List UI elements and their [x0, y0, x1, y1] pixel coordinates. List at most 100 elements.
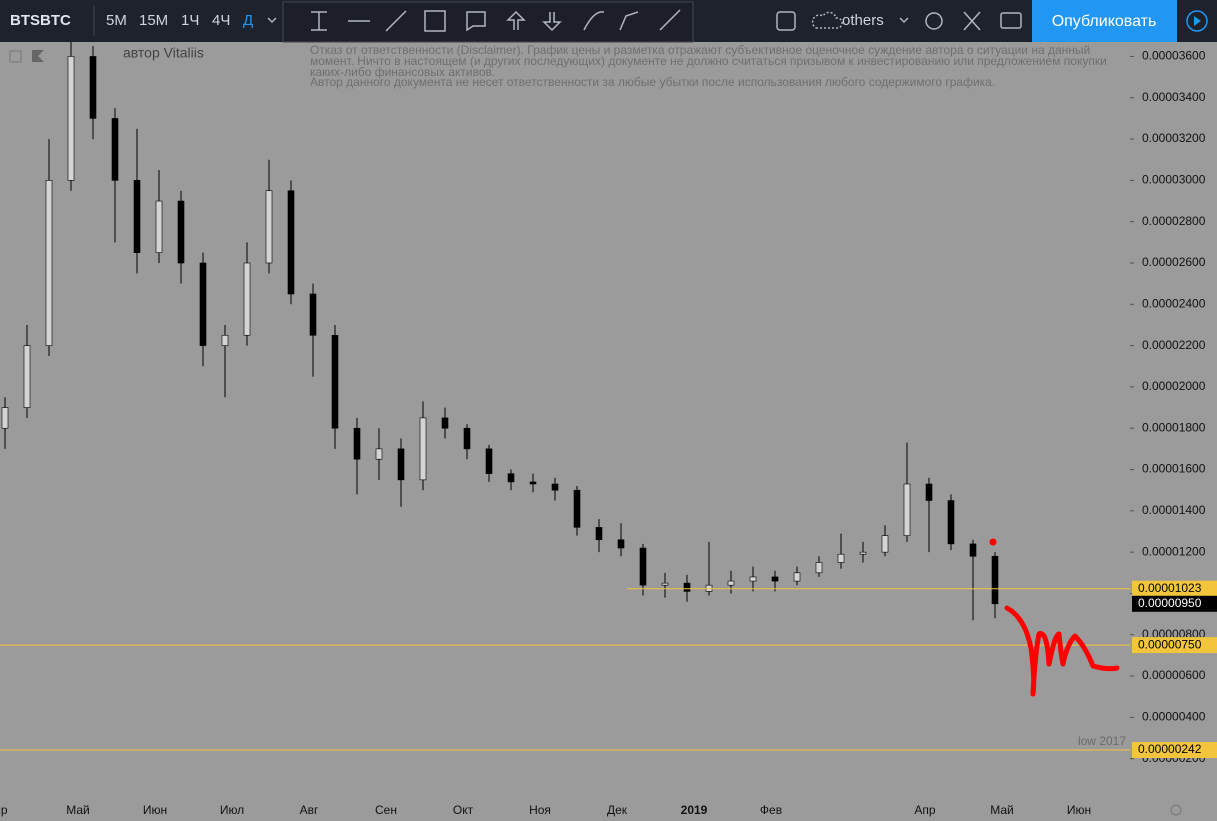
candle-body	[67, 56, 75, 181]
disclaimer-line: каких-либо финансовых активов.	[310, 65, 495, 79]
publish-button[interactable]	[1032, 0, 1177, 42]
interval[interactable]: 5M	[106, 12, 127, 29]
candle-body	[155, 200, 163, 253]
layout-name[interactable]: others	[842, 12, 884, 29]
candle-body	[837, 553, 845, 563]
level-label-box	[1132, 580, 1217, 597]
candle-body	[529, 481, 537, 485]
last-price-label: 0.00000950	[1138, 596, 1202, 610]
x-tick-label: пр	[0, 803, 8, 817]
candle-body	[331, 334, 339, 429]
candle-body	[45, 180, 53, 346]
fullscreen-icon[interactable]	[963, 11, 981, 31]
x-tick-label: Июн	[1067, 803, 1091, 817]
y-tick-label: 0.00001800	[1142, 420, 1206, 434]
play-icon	[1194, 16, 1201, 26]
dropdown-icon[interactable]	[267, 17, 277, 24]
candle-body	[1, 407, 9, 429]
y-tick-label: 0.00002800	[1142, 214, 1206, 228]
candle-body	[969, 543, 977, 557]
x-tick-label: Май	[66, 803, 90, 817]
candle-body	[617, 539, 625, 549]
snapshot-icon[interactable]	[1000, 12, 1022, 29]
candle-body	[815, 562, 823, 574]
candle-body	[265, 190, 273, 264]
candle-body	[925, 483, 933, 501]
candle-body	[859, 551, 867, 555]
disclaimer-line: Автор данного документа не несет ответст…	[310, 75, 995, 89]
layout-icon[interactable]	[776, 11, 796, 31]
disclaimer-line: момент. Ничто в настоящем (и других посл…	[310, 54, 1107, 68]
cloud-icon[interactable]	[811, 11, 843, 29]
candle-body	[947, 500, 955, 545]
axis-settings-icon[interactable]	[1170, 804, 1182, 816]
author: автор Vitaliis	[123, 45, 204, 61]
y-tick-label: 0.00002400	[1142, 296, 1206, 310]
candle-body	[573, 489, 581, 528]
candle-body	[397, 448, 405, 481]
y-tick-label: 0.00002000	[1142, 379, 1206, 393]
candle-body	[89, 56, 97, 119]
x-tick-label: Окт	[453, 803, 474, 817]
candle-body	[551, 483, 559, 491]
candle-body	[243, 262, 251, 336]
publish-label[interactable]: Опубликовать	[1052, 13, 1157, 30]
candle-body	[771, 576, 779, 582]
interval[interactable]: Д	[243, 12, 253, 29]
drawing-toolbar	[282, 1, 694, 43]
candle-body	[419, 417, 427, 481]
interval[interactable]: 1Ч	[181, 12, 199, 29]
candle-body	[23, 345, 31, 408]
x-tick-label: Ноя	[529, 803, 551, 817]
level-label-box	[1132, 742, 1217, 759]
candle-body	[881, 535, 889, 553]
level-label: 0.00000750	[1138, 637, 1202, 651]
y-tick-label: 0.00000600	[1142, 668, 1206, 682]
level-label: 0.00000242	[1138, 742, 1202, 756]
x-tick-label: Сен	[375, 803, 397, 817]
settings-icon[interactable]	[925, 12, 943, 30]
drawing-scribble	[1004, 605, 1120, 697]
y-tick-label: 0.00003600	[1142, 49, 1206, 63]
y-tick-label: 0.00002600	[1142, 255, 1206, 269]
candle-body	[903, 483, 911, 536]
flag-icon[interactable]	[32, 50, 44, 62]
y-tick-label: 0.00001200	[1142, 544, 1206, 558]
candle-body	[177, 200, 185, 264]
x-tick-label: Май	[990, 803, 1014, 817]
y-tick-label: 0.00001600	[1142, 462, 1206, 476]
axes: 0.000002000.000004000.000006000.00000800…	[0, 49, 1217, 817]
symbol[interactable]: BTSBTC	[10, 12, 71, 29]
candle-body	[749, 576, 757, 582]
candle-body	[441, 417, 449, 429]
drawing-tools[interactable]	[311, 9, 681, 32]
x-tick-label: Авг	[300, 803, 319, 817]
x-tick-label: Апр	[914, 803, 936, 817]
candle-body	[595, 527, 603, 541]
dropdown-icon[interactable]	[899, 17, 909, 24]
interval[interactable]: 4Ч	[212, 12, 230, 29]
candle-body	[111, 118, 119, 181]
x-tick-label: Июн	[143, 803, 167, 817]
candle-body	[485, 448, 493, 474]
candle-body	[463, 427, 471, 450]
level-label-box	[1132, 637, 1217, 654]
y-tick-label: 0.00002200	[1142, 338, 1206, 352]
candle-body	[309, 293, 317, 336]
play-button[interactable]	[1186, 10, 1208, 32]
y-tick-label: 0.00003400	[1142, 90, 1206, 104]
candle-body	[683, 582, 691, 592]
interval[interactable]: 15M	[139, 12, 168, 29]
plot: low 2017	[0, 25, 1130, 751]
candle-body	[199, 262, 207, 346]
y-tick-label: 0.00000400	[1142, 710, 1206, 724]
x-tick-label: 2019	[681, 803, 708, 817]
disclaimer: Отказ от ответственности (Disclaimer). Г…	[310, 43, 1107, 89]
collapse-icon[interactable]	[9, 50, 22, 63]
x-tick-label: Дек	[607, 803, 628, 817]
y-tick-label: 0.00003200	[1142, 131, 1206, 145]
x-tick-label: Фев	[760, 803, 782, 817]
candle-body	[287, 190, 295, 295]
